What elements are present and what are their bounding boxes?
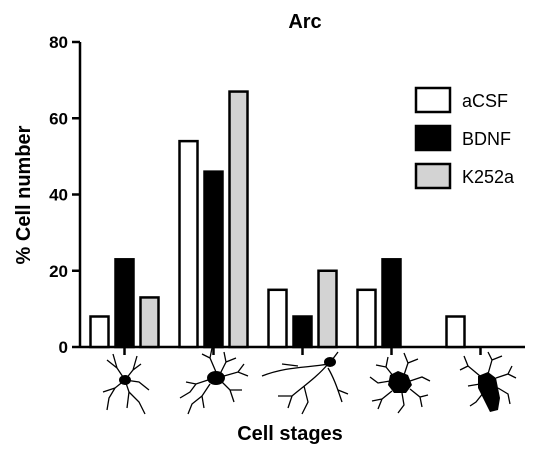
y-tick-label: 80 bbox=[49, 33, 68, 52]
bar-acsf bbox=[356, 288, 377, 349]
y-tick-label: 0 bbox=[59, 338, 68, 357]
legend-swatch-bdnf bbox=[414, 124, 452, 152]
bar-acsf bbox=[445, 315, 466, 349]
bar-acsf bbox=[178, 139, 199, 349]
bars bbox=[89, 90, 466, 349]
y-ticks: 0 20 40 60 80 bbox=[49, 33, 80, 357]
bar-bdnf bbox=[203, 170, 224, 349]
x-axis-label: Cell stages bbox=[237, 423, 343, 445]
legend-swatch-acsf bbox=[414, 86, 452, 114]
category-icons bbox=[102, 347, 517, 415]
x-ticks bbox=[123, 347, 482, 355]
neuron-stage-1-icon bbox=[102, 353, 150, 415]
legend: aCSF BDNF K252a bbox=[414, 86, 515, 190]
chart-title: Arc bbox=[288, 11, 321, 33]
y-axis-label: % Cell number bbox=[13, 125, 35, 264]
bar-k252a bbox=[228, 90, 249, 349]
bar-bdnf bbox=[292, 315, 313, 349]
bar-k252a bbox=[317, 269, 338, 349]
bar-bdnf bbox=[114, 258, 135, 349]
y-tick-label: 40 bbox=[49, 186, 68, 205]
legend-label-bdnf: BDNF bbox=[462, 129, 511, 149]
legend-label-acsf: aCSF bbox=[462, 91, 508, 111]
neuron-stage-5-icon bbox=[459, 351, 517, 412]
legend-label-k252a: K252a bbox=[462, 167, 515, 187]
bar-acsf bbox=[267, 288, 288, 349]
bar-k252a bbox=[139, 296, 160, 349]
bar-acsf bbox=[89, 315, 110, 349]
neuron-stage-3-icon bbox=[261, 351, 349, 415]
legend-swatch-k252a bbox=[414, 162, 452, 190]
neuron-stage-2-icon bbox=[179, 347, 249, 415]
bar-bdnf bbox=[381, 258, 402, 349]
y-tick-label: 20 bbox=[49, 262, 68, 281]
y-tick-label: 60 bbox=[49, 109, 68, 128]
neuron-stage-4-icon bbox=[369, 352, 431, 414]
